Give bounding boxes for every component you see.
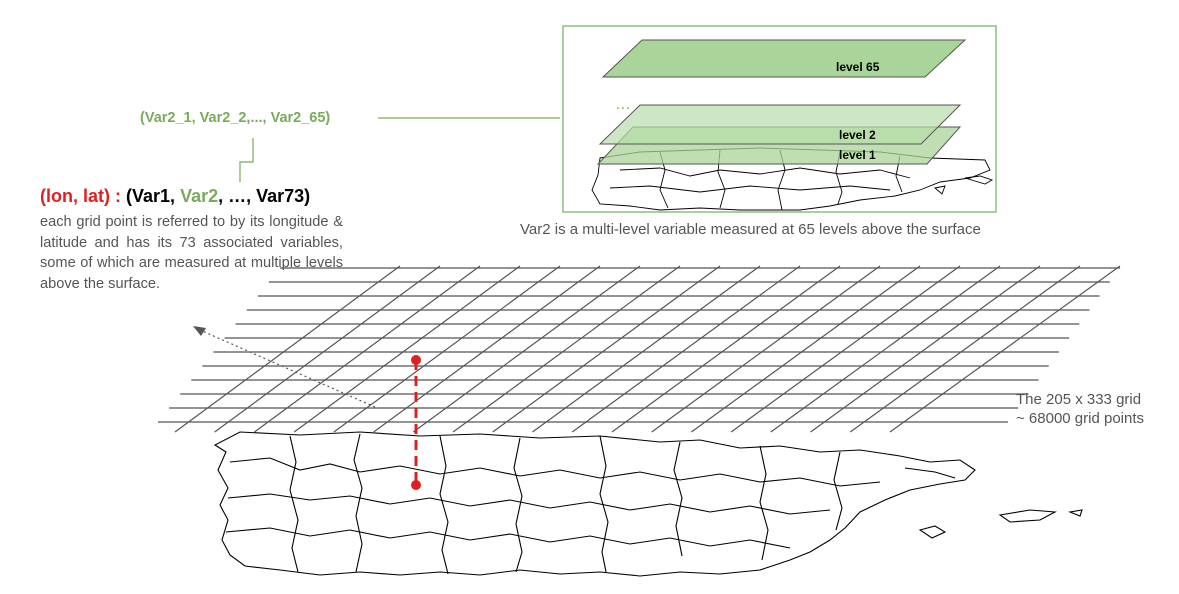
grid-point-dot: [411, 355, 421, 365]
grid-column-line: [730, 265, 961, 433]
grid-size-text: The 205 x 333 grid: [1016, 391, 1142, 408]
level-65-plane: [601, 39, 967, 78]
grid-point-description: each grid point is referred to by its lo…: [40, 214, 343, 292]
levels-ellipsis: …: [615, 96, 632, 113]
var-close: , …, Var73): [218, 186, 311, 206]
level-1-label: level 1: [839, 148, 876, 162]
grid-column-line: [889, 265, 1121, 433]
grid-column-line: [651, 265, 881, 433]
grid-column-line: [611, 265, 841, 433]
lonlat-grid: [158, 265, 1121, 433]
tuple-bracket: [239, 138, 254, 182]
grid-column-line: [810, 265, 1041, 433]
pointer-dotted-line: [199, 329, 376, 408]
levels-panel-frame: [562, 25, 997, 213]
grid-column-line: [691, 265, 921, 433]
levels-caption: Var2 is a multi-level variable measured …: [520, 221, 981, 238]
grid-column-line: [373, 265, 601, 433]
grid-info: The 205 x 333 grid ~ 68000 grid points: [1016, 390, 1176, 428]
grid-column-line: [254, 265, 481, 433]
grid-points-text: ~ 68000 grid points: [1016, 410, 1145, 427]
spain-map: [213, 431, 1083, 577]
var2-highlight: Var2: [180, 186, 219, 206]
surface-point-dot: [411, 480, 421, 490]
grid-column-line: [452, 265, 681, 433]
level-65-label: level 65: [836, 60, 880, 74]
grid-column-line: [174, 265, 401, 433]
grid-column-line: [293, 265, 521, 433]
var2-level-tuple: (Var2_1, Var2_2,..., Var2_65): [140, 110, 331, 126]
grid-column-line: [214, 265, 441, 433]
grid-column-line: [571, 265, 801, 433]
grid-column-line: [492, 265, 721, 433]
grid-column-line: [770, 265, 1001, 433]
grid-column-line: [412, 265, 641, 433]
coord-label: (lon, lat) :: [40, 186, 121, 206]
grid-column-line: [849, 265, 1081, 433]
grid-point-heading: (lon, lat) : (Var1, Var2, …, Var73): [40, 186, 370, 207]
pointer-arrowhead: [193, 326, 206, 336]
grid-column-line: [333, 265, 561, 433]
level-2-label: level 2: [839, 128, 876, 142]
grid-column-line: [532, 265, 761, 433]
level-2-plane: [598, 104, 962, 145]
var-open: (Var1,: [126, 186, 176, 206]
